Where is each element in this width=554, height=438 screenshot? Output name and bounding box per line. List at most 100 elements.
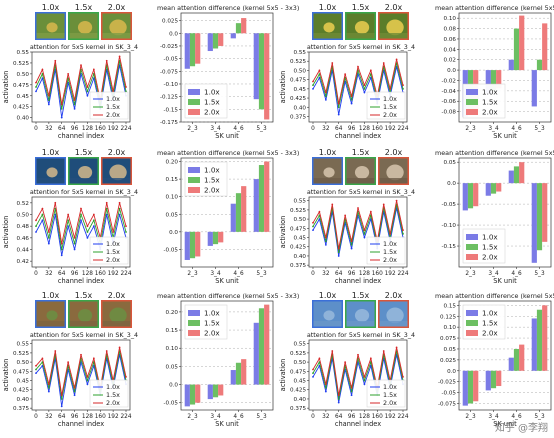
- thumbnail-scale-label: 1.0x: [42, 148, 60, 157]
- bar-5_3-1.5x: [536, 309, 543, 371]
- data-point: [363, 87, 366, 90]
- thumbnail-ground: [312, 178, 343, 185]
- x-axis-label: channel index: [58, 420, 104, 428]
- legend-label: 1.0x: [482, 233, 498, 242]
- panel-2-bar-chart: mean attention difference (kernel 5x5 - …: [435, 4, 554, 140]
- y-tick-label: 0.50: [294, 360, 307, 366]
- y-tick-label: 0.20: [166, 310, 179, 316]
- thumbnail-image: [35, 300, 66, 328]
- data-point: [363, 379, 366, 382]
- data-point: [47, 236, 50, 239]
- data-point: [92, 357, 95, 360]
- y-axis-label: activation: [2, 71, 10, 104]
- data-point: [105, 59, 108, 62]
- watermark: 知乎 @李翔: [494, 423, 548, 434]
- x-tick-label: 96: [71, 271, 79, 277]
- data-point: [118, 201, 121, 204]
- x-tick-label: 128: [359, 271, 370, 277]
- y-tick-label: 0.375: [290, 114, 306, 120]
- data-point: [47, 242, 50, 245]
- data-point: [337, 401, 340, 404]
- x-tick-label: 224: [120, 126, 131, 132]
- data-point: [80, 353, 82, 356]
- bar-3_4-1.5x: [212, 384, 219, 398]
- bar-2_3-2.0x: [195, 384, 201, 403]
- data-point: [47, 103, 50, 106]
- data-point: [73, 390, 76, 393]
- x-tick-label: 32: [45, 126, 53, 132]
- x-tick-label: 32: [322, 126, 330, 132]
- thumbnail-subject: [46, 22, 58, 33]
- bar-2_3-1.5x: [467, 370, 474, 404]
- bar-3_4-1.5x: [490, 70, 497, 91]
- y-tick-label: 0.45: [294, 379, 307, 385]
- data-point: [324, 240, 327, 243]
- line-chart-title: attention for 5x5 kernel in SK_3_4: [30, 331, 138, 339]
- x-tick-label: 160: [372, 271, 383, 277]
- data-point: [105, 207, 108, 210]
- data-point: [105, 213, 108, 216]
- data-point: [41, 213, 44, 216]
- thumbnail-frame: [68, 300, 99, 328]
- y-tick-label: 0.425: [290, 245, 306, 251]
- x-tick-label: 5_3: [256, 414, 267, 420]
- thumbnail-scale-label: 2.0x: [385, 291, 403, 300]
- y-tick-label: 0.375: [13, 406, 29, 412]
- data-point: [402, 232, 404, 235]
- bar-chart-title: mean attention difference (kernel 5x5 - …: [157, 4, 299, 12]
- data-point: [363, 236, 366, 239]
- thumbnail-scale-label: 1.0x: [319, 291, 337, 300]
- legend-swatch: [188, 99, 200, 105]
- legend-swatch: [188, 89, 200, 95]
- y-tick-label: 0.40: [294, 397, 307, 403]
- thumbnail-subject: [386, 19, 404, 36]
- data-point: [402, 87, 404, 90]
- data-point: [382, 62, 385, 64]
- data-point: [312, 87, 314, 90]
- y-tick-label: -0.025: [160, 44, 178, 50]
- data-point: [73, 103, 76, 106]
- y-tick-label: 0.525: [290, 59, 306, 65]
- data-point: [324, 243, 327, 246]
- data-point: [41, 77, 44, 80]
- x-tick-label: 128: [359, 414, 370, 420]
- bar-4_6-2.0x: [519, 162, 525, 184]
- data-point: [350, 240, 353, 243]
- data-point: [344, 361, 347, 364]
- thumbnail-image: [101, 300, 132, 328]
- legend-swatch: [188, 109, 200, 115]
- data-point: [363, 229, 366, 232]
- x-tick-label: 32: [45, 271, 53, 277]
- x-axis-label: SK unit: [215, 420, 239, 428]
- y-tick-label: 0.0: [169, 383, 178, 389]
- legend-swatch: [466, 99, 478, 105]
- legend-label: 1.0x: [106, 383, 120, 391]
- legend-label: 2.0x: [106, 399, 120, 407]
- legend-label: 1.5x: [482, 243, 498, 252]
- thumbnail-frame: [345, 12, 376, 40]
- data-point: [86, 225, 89, 228]
- data-point: [324, 236, 327, 239]
- y-tick-label: -0.15: [442, 244, 457, 250]
- thumbnail-scale-label: 2.0x: [108, 3, 126, 12]
- bar-3_4-1.0x: [485, 183, 491, 196]
- thumbnail-scale-label: 2.0x: [385, 3, 403, 12]
- bar-5_3-1.0x: [253, 179, 259, 232]
- x-tick-label: 5_3: [534, 414, 545, 420]
- x-tick-label: 4_6: [511, 271, 522, 277]
- x-tick-label: 192: [108, 271, 119, 277]
- legend-swatch: [466, 234, 478, 240]
- thumbnail-image: [345, 157, 376, 185]
- line-chart-title: attention for 5x5 kernel in SK_3_4: [30, 43, 138, 51]
- thumbnail-frame: [345, 157, 376, 185]
- y-axis-label: activation: [2, 216, 10, 249]
- data-point: [337, 398, 340, 400]
- x-tick-label: 5_3: [256, 126, 267, 132]
- x-axis-label: channel index: [335, 132, 381, 140]
- legend-label: 1.0x: [204, 166, 220, 175]
- y-tick-label: 0.525: [290, 208, 306, 214]
- bar-5_3-2.0x: [542, 305, 548, 371]
- thumbnail-image: [35, 157, 66, 185]
